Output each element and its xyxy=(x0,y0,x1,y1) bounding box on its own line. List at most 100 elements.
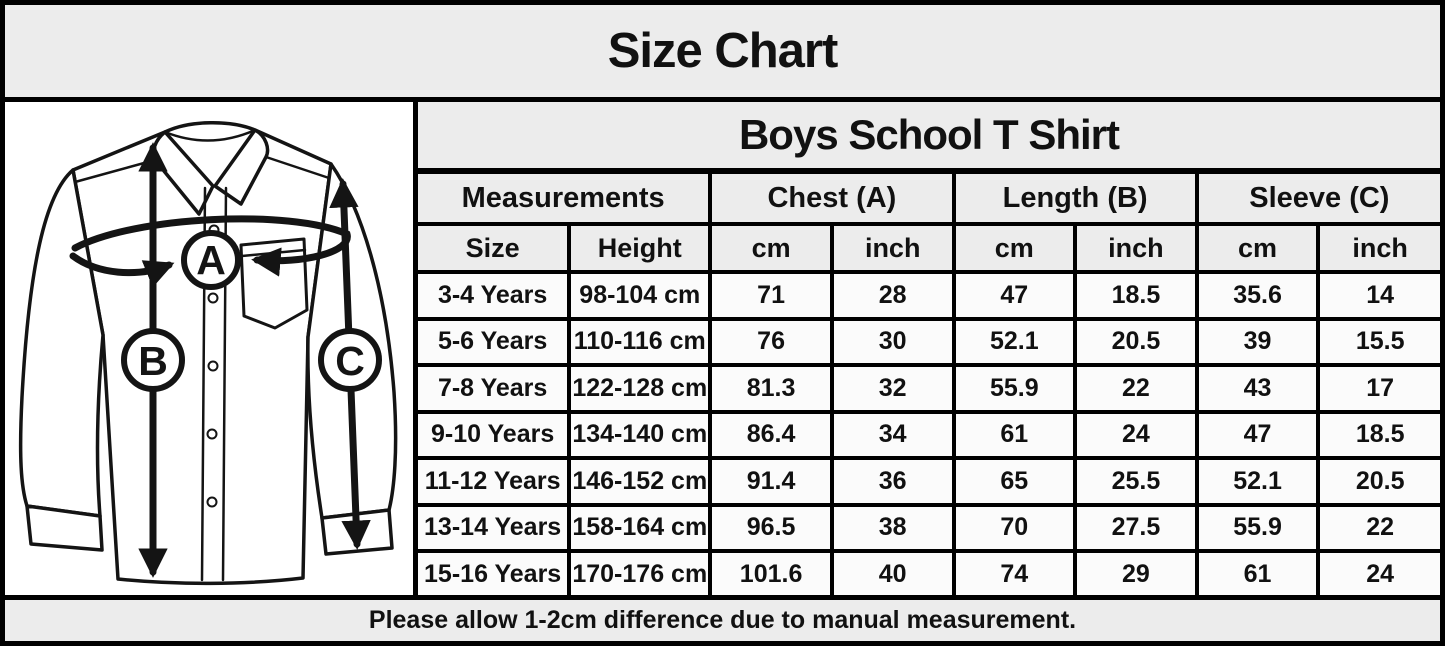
measurement-letter-labels: A B C xyxy=(138,237,365,384)
chest-arrow-a-right xyxy=(71,215,351,277)
value-cell: 17 xyxy=(1316,363,1440,414)
label-circle-b xyxy=(121,328,185,392)
table-row: 9-10 Years 134-140 cm 86.4 34 61 24 47 18.5 xyxy=(418,409,1440,461)
value-cell: 74 xyxy=(951,549,1078,595)
label-circle-c xyxy=(318,328,382,392)
table-row: 3-4 Years 98-104 cm 71 28 47 18.5 35.6 14 xyxy=(418,270,1440,321)
size-cell: 11-12 Years xyxy=(418,456,572,507)
value-cell: 65 xyxy=(951,456,1078,507)
content-area: A B C Boys School T Shirt xyxy=(5,102,1440,595)
col-header-length-cm: cm xyxy=(951,222,1078,274)
footer-note: Please allow 1-2cm difference due to man… xyxy=(368,606,1077,634)
table-row: 11-12 Years 146-152 cm 91.4 36 65 25.5 52.1 20.… xyxy=(418,456,1440,507)
table-row: 5-6 Years 110-116 cm 76 30 52.1 20.5 39 15.5 xyxy=(418,316,1440,368)
value-cell: 20.5 xyxy=(1316,456,1440,507)
value-cell: 71 xyxy=(708,270,834,321)
size-table: Boys School T Shirt Measurements Chest (… xyxy=(418,102,1440,595)
value-cell: 110-116 cm xyxy=(567,316,713,368)
size-cell: 15-16 Years xyxy=(418,549,572,595)
value-cell: 35.6 xyxy=(1194,270,1321,321)
value-cell: 14 xyxy=(1316,270,1440,321)
value-cell: 96.5 xyxy=(708,502,834,554)
value-cell: 98-104 cm xyxy=(567,270,713,321)
col-header-sleeve-cm: cm xyxy=(1194,222,1321,274)
value-cell: 20.5 xyxy=(1073,316,1199,368)
size-cell: 3-4 Years xyxy=(418,270,572,321)
shirt-measurement-illustration: A B C xyxy=(18,121,398,586)
col-header-size: Size xyxy=(418,222,572,274)
table-title-row: Boys School T Shirt xyxy=(418,102,1440,174)
group-header-chest: Chest (A) xyxy=(708,169,956,226)
value-cell: 76 xyxy=(708,316,834,368)
size-table-body: 3-4 Years 98-104 cm 71 28 47 18.5 35.6 14 5-6 Ye… xyxy=(418,270,1440,595)
value-cell: 24 xyxy=(1316,549,1440,595)
value-cell: 34 xyxy=(829,409,956,461)
size-cell: 13-14 Years xyxy=(418,502,572,554)
value-cell: 52.1 xyxy=(951,316,1078,368)
value-cell: 86.4 xyxy=(708,409,834,461)
value-cell: 38 xyxy=(829,502,956,554)
chest-arrow-a-left xyxy=(69,252,175,288)
col-header-chest-cm: cm xyxy=(708,222,834,274)
label-b: B xyxy=(138,338,168,384)
value-cell: 43 xyxy=(1194,363,1321,414)
value-cell: 22 xyxy=(1316,502,1440,554)
col-header-height: Height xyxy=(567,222,713,274)
value-cell: 25.5 xyxy=(1073,456,1199,507)
value-cell: 146-152 cm xyxy=(567,456,713,507)
size-cell: 7-8 Years xyxy=(418,363,572,414)
value-cell: 18.5 xyxy=(1316,409,1440,461)
value-cell: 47 xyxy=(951,270,1078,321)
size-cell: 9-10 Years xyxy=(418,409,572,461)
value-cell: 32 xyxy=(829,363,956,414)
value-cell: 55.9 xyxy=(951,363,1078,414)
table-row: 7-8 Years 122-128 cm 81.3 32 55.9 22 43 17 xyxy=(418,363,1440,414)
footer-note-bar: Please allow 1-2cm difference due to man… xyxy=(5,595,1440,641)
value-cell: 36 xyxy=(829,456,956,507)
col-header-sleeve-inch: inch xyxy=(1316,222,1440,274)
column-header-row: Size Height cm inch cm inch cm inch xyxy=(418,222,1440,274)
col-header-length-inch: inch xyxy=(1073,222,1199,274)
value-cell: 70 xyxy=(951,502,1078,554)
value-cell: 55.9 xyxy=(1194,502,1321,554)
value-cell: 27.5 xyxy=(1073,502,1199,554)
table-row: 15-16 Years 170-176 cm 101.6 40 74 29 61 24 xyxy=(418,549,1440,595)
value-cell: 22 xyxy=(1073,363,1199,414)
group-header-measurements: Measurements xyxy=(418,169,713,226)
value-cell: 47 xyxy=(1194,409,1321,461)
value-cell: 91.4 xyxy=(708,456,834,507)
size-cell: 5-6 Years xyxy=(418,316,572,368)
col-header-chest-inch: inch xyxy=(829,222,956,274)
value-cell: 134-140 cm xyxy=(567,409,713,461)
value-cell: 28 xyxy=(829,270,956,321)
page-title: Size Chart xyxy=(607,24,839,78)
table-title: Boys School T Shirt xyxy=(418,102,1440,174)
shirt-outline-icon xyxy=(18,121,398,586)
value-cell: 39 xyxy=(1194,316,1321,368)
shirt-diagram-panel: A B C xyxy=(5,102,418,595)
value-cell: 24 xyxy=(1073,409,1199,461)
value-cell: 61 xyxy=(1194,549,1321,595)
group-header-length: Length (B) xyxy=(951,169,1199,226)
value-cell: 170-176 cm xyxy=(567,549,713,595)
label-circle-a xyxy=(181,230,241,290)
value-cell: 29 xyxy=(1073,549,1199,595)
value-cell: 30 xyxy=(829,316,956,368)
measurement-labels xyxy=(121,230,382,392)
group-header-row: Measurements Chest (A) Length (B) Sleeve… xyxy=(418,169,1440,226)
value-cell: 81.3 xyxy=(708,363,834,414)
title-bar: Size Chart xyxy=(5,5,1440,102)
value-cell: 122-128 cm xyxy=(567,363,713,414)
label-c: C xyxy=(335,338,365,384)
table-row: 13-14 Years 158-164 cm 96.5 38 70 27.5 55.9 22 xyxy=(418,502,1440,554)
size-table-panel: Boys School T Shirt Measurements Chest (… xyxy=(418,102,1440,595)
value-cell: 15.5 xyxy=(1316,316,1440,368)
value-cell: 61 xyxy=(951,409,1078,461)
value-cell: 40 xyxy=(829,549,956,595)
label-a: A xyxy=(196,237,226,283)
value-cell: 101.6 xyxy=(708,549,834,595)
group-header-sleeve: Sleeve (C) xyxy=(1194,169,1440,226)
value-cell: 18.5 xyxy=(1073,270,1199,321)
value-cell: 52.1 xyxy=(1194,456,1321,507)
